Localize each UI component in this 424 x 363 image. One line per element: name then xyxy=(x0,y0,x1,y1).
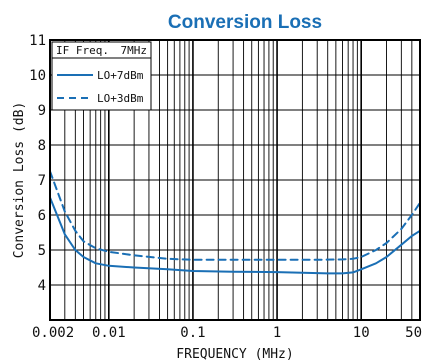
legend-label-lo3: LO+3dBm xyxy=(97,92,144,105)
series-line-lo3 xyxy=(49,170,421,261)
x-tick-label: 0.002 xyxy=(32,325,74,341)
y-tick-label: 4 xyxy=(38,278,46,294)
y-axis-label: Conversion Loss (dB) xyxy=(12,102,27,259)
x-tick-label: 10 xyxy=(353,325,370,341)
y-tick-label: 7 xyxy=(38,173,46,189)
y-tick-label: 11 xyxy=(29,33,46,49)
tick-label-layer: 4 5 6 7 8 9 10 11 0.002 0.01 0.1 1 10 50 xyxy=(29,33,422,341)
y-tick-label: 9 xyxy=(38,103,46,119)
x-axis-label: FREQUENCY (MHz) xyxy=(176,347,293,362)
y-tick-label: 8 xyxy=(38,138,46,154)
series-layer xyxy=(49,170,421,275)
legend-header-value: 7MHz xyxy=(121,44,148,57)
x-tick-label: 1 xyxy=(273,325,281,341)
x-tick-label: 50 xyxy=(405,325,422,341)
plot-frame xyxy=(49,39,421,321)
y-tick-label: 5 xyxy=(38,243,46,259)
series-line-lo7 xyxy=(49,196,421,275)
legend-label-lo7: LO+7dBm xyxy=(97,69,144,82)
legend-header-label: IF Freq. xyxy=(56,44,109,57)
legend: IF Freq. 7MHz LO+7dBm LO+3dBm xyxy=(51,41,152,111)
x-tick-label: 0.1 xyxy=(180,325,205,341)
x-tick-label: 0.01 xyxy=(92,325,126,341)
chart-title: Conversion Loss xyxy=(168,12,322,33)
y-tick-label: 6 xyxy=(38,208,46,224)
y-tick-label: 10 xyxy=(29,68,46,84)
